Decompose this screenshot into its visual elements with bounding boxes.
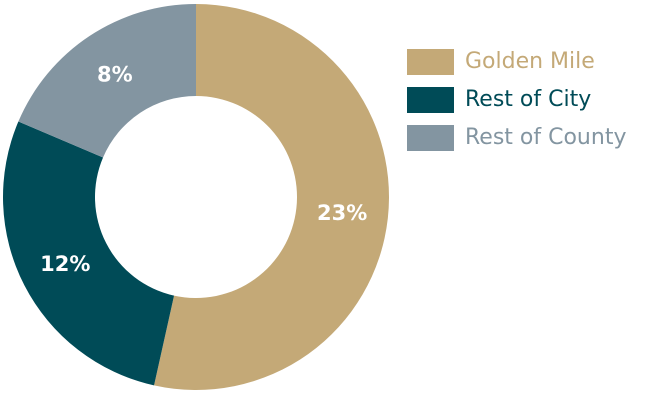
slice-label-rest-of-county: 8% [97,62,133,86]
legend-swatch-golden-mile [407,49,454,75]
slice-rest-of-city [2,121,175,386]
slice-golden-mile [154,4,390,390]
slice-rest-of-county [18,4,197,158]
donut-chart: 23% 12% 8% [2,4,390,390]
legend-label-rest-of-city: Rest of City [465,87,592,112]
legend-label-golden-mile: Golden Mile [465,49,595,74]
legend-swatch-rest-of-city [407,87,454,113]
legend-item-golden-mile: Golden Mile [407,48,650,76]
slice-label-rest-of-city: 12% [40,252,90,276]
legend: Golden Mile Rest of City Rest of County [407,48,650,162]
slice-label-golden-mile: 23% [317,201,367,225]
legend-label-rest-of-county: Rest of County [465,125,627,150]
legend-item-rest-of-county: Rest of County [407,124,650,152]
legend-item-rest-of-city: Rest of City [407,86,650,114]
legend-swatch-rest-of-county [407,125,454,151]
